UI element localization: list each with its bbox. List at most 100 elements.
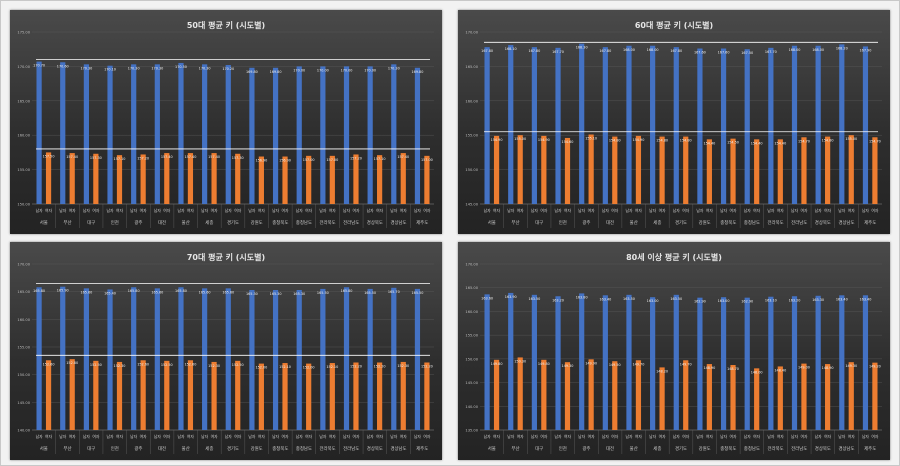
region-label: 전라남도 (791, 219, 807, 226)
data-label: 163.00 (647, 299, 659, 303)
region-label: 부산 (511, 219, 519, 226)
bar-female (659, 136, 665, 204)
bar-male (862, 295, 869, 430)
bar-male (862, 46, 869, 204)
series-axis-label: 남자 (414, 434, 421, 439)
region-label: 대전 (158, 445, 166, 452)
series-axis-label: 남자 (130, 434, 137, 439)
data-label: 165.60 (80, 290, 92, 294)
series-axis-label: 남자 (673, 434, 680, 439)
chart-title: 80세 이상 평균 키 (시도별) (626, 253, 722, 262)
y-tick-label: 155.00 (17, 346, 30, 350)
series-axis-label: 여자 (635, 208, 642, 213)
series-axis-label: 여자 (211, 434, 218, 439)
bar-male (531, 294, 537, 430)
series-axis-label: 여자 (116, 434, 123, 439)
data-label: 165.60 (222, 290, 234, 294)
chart-panel-70s: 70대 평균 키 (시도별) 140.00 145.00 150.00 155.00 1… (10, 242, 442, 460)
bar-male (839, 295, 845, 430)
bar-male (272, 67, 279, 204)
bar-male (154, 64, 160, 204)
series-axis-label: 남자 (36, 208, 43, 213)
region-label: 울산 (182, 219, 190, 226)
series-axis-label: 여자 (493, 434, 500, 439)
y-tick-label: 170.00 (17, 263, 30, 267)
data-label: 167.80 (670, 49, 682, 53)
bar-male (815, 295, 821, 430)
data-label: 154.40 (751, 141, 763, 145)
region-label: 세종 (205, 445, 213, 452)
bar-female (400, 361, 406, 430)
series-axis-label: 여자 (635, 434, 642, 439)
data-label: 170.00 (364, 68, 376, 72)
data-label: 152.20 (374, 364, 386, 368)
data-label: 157.10 (114, 157, 126, 161)
data-label: 163.30 (812, 298, 824, 302)
region-label: 울산 (630, 445, 638, 452)
region-label: 세종 (653, 219, 661, 226)
region-label: 제주도 (416, 219, 428, 226)
data-label: 157.30 (90, 156, 102, 160)
series-axis-label: 여자 (329, 208, 336, 213)
region-label: 대구 (87, 219, 95, 226)
bar-female (588, 359, 594, 430)
series-axis-label: 남자 (225, 434, 232, 439)
bar-male (296, 290, 302, 430)
data-label: 163.40 (599, 297, 611, 301)
data-label: 170.30 (151, 66, 163, 70)
series-axis-label: 남자 (673, 208, 680, 213)
y-tick-label: 170.00 (17, 65, 30, 69)
data-label: 165.80 (175, 289, 187, 293)
bar-male (225, 288, 231, 430)
data-label: 167.70 (765, 50, 777, 54)
series-axis-label: 남자 (390, 434, 397, 439)
y-tick-label: 165.00 (17, 290, 30, 294)
series-axis-label: 여자 (376, 208, 383, 213)
data-label: 170.10 (104, 68, 116, 72)
bar-male (178, 62, 184, 205)
series-axis-label: 남자 (36, 434, 43, 439)
series-axis-label: 여자 (140, 208, 147, 213)
bar-female (635, 135, 642, 204)
region-label: 부산 (511, 445, 519, 452)
bar-male (815, 45, 821, 205)
series-axis-label: 남자 (507, 208, 514, 213)
data-label: 148.90 (822, 366, 834, 370)
series-axis-label: 여자 (730, 434, 737, 439)
data-label: 168.00 (647, 48, 659, 52)
y-tick-label: 140.00 (465, 405, 478, 409)
bar-male (320, 288, 326, 430)
y-tick-label: 145.00 (465, 381, 478, 385)
series-axis-label: 남자 (248, 434, 255, 439)
data-label: 150.30 (514, 359, 526, 363)
series-axis-label: 여자 (564, 434, 571, 439)
series-axis-label: 여자 (588, 208, 595, 213)
data-label: 154.40 (774, 141, 786, 145)
data-label: 170.50 (175, 65, 187, 69)
chart-svg: 140.00 145.00 150.00 155.00 160.00 165.00 170.… (17, 263, 434, 454)
series-axis-label: 여자 (659, 434, 666, 439)
bar-female (612, 136, 618, 204)
bar-female (377, 155, 383, 204)
bar-male (673, 294, 679, 430)
series-axis-label: 여자 (258, 208, 265, 213)
region-label: 서울 (40, 219, 48, 226)
chart-title: 50대 평균 키 (시도별) (186, 21, 266, 30)
bar-male (202, 288, 208, 430)
series-axis-label: 여자 (92, 434, 99, 439)
data-label: 170.00 (341, 68, 353, 72)
data-label: 167.50 (741, 51, 753, 55)
data-label: 165.40 (104, 291, 116, 295)
series-axis-label: 여자 (423, 208, 430, 213)
bar-male (602, 47, 608, 204)
region-label: 대구 (535, 445, 543, 452)
region-label: 제주도 (864, 445, 876, 452)
y-tick-label: 155.00 (465, 134, 478, 138)
y-tick-label: 145.00 (17, 401, 30, 405)
series-axis-label: 남자 (815, 208, 822, 213)
data-label: 163.50 (528, 297, 540, 301)
data-label: 155.00 (514, 137, 526, 141)
series-axis-label: 남자 (343, 208, 350, 213)
data-label: 170.00 (293, 68, 305, 72)
series-axis-label: 남자 (625, 208, 632, 213)
